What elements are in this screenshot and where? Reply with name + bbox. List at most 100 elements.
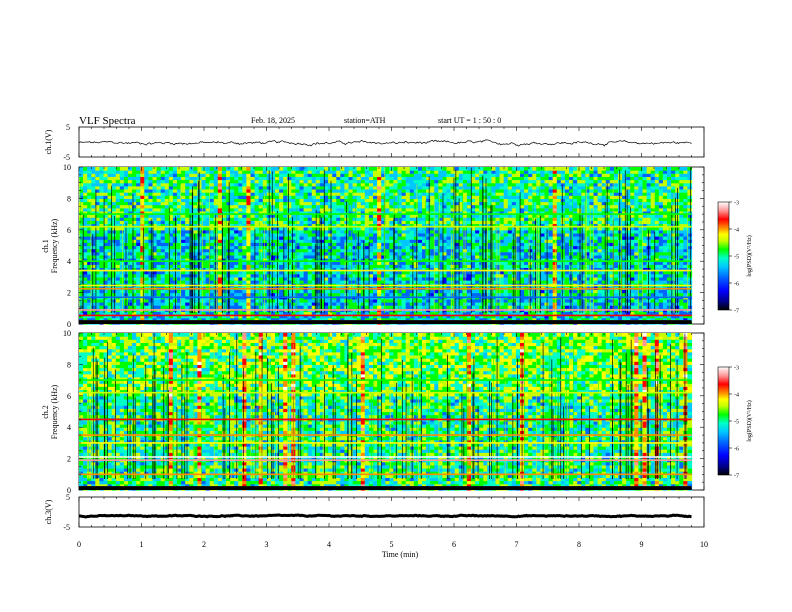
spectrogram-cell — [193, 289, 198, 294]
spectrogram-cell — [262, 258, 268, 262]
spectrogram-cell — [434, 267, 439, 272]
spectrogram-cell — [409, 173, 415, 177]
spectrogram-cell — [246, 251, 252, 256]
spectrogram-cell — [144, 232, 149, 237]
spectrogram-cell — [307, 273, 313, 278]
spectrogram-cell — [107, 261, 113, 265]
spectrogram-cell — [283, 270, 288, 275]
spectrogram-cell — [336, 239, 341, 243]
spectrogram-cell — [128, 176, 133, 181]
spectrogram-cell — [128, 298, 133, 303]
spectrogram-cell — [185, 314, 190, 319]
spectrogram-cell — [262, 185, 268, 190]
spectrogram-cell — [91, 248, 96, 253]
spectrogram-cell — [348, 242, 354, 247]
spectrogram-cell — [360, 176, 366, 181]
spectrogram-cell — [168, 248, 174, 253]
spectrogram-cell — [324, 270, 329, 275]
spectrogram-cell — [426, 251, 431, 256]
spectrogram-cell — [209, 198, 215, 203]
spectrogram-cell — [140, 311, 145, 316]
spectrogram-cell — [405, 254, 411, 259]
spectrogram-cell — [238, 201, 243, 206]
spectrogram-cell — [140, 179, 145, 184]
spectrogram-cell — [242, 311, 247, 316]
spectrogram-cell — [95, 204, 100, 209]
spectrogram-cell — [119, 276, 125, 281]
spectrogram-cell — [458, 314, 464, 319]
spectrogram-cell — [119, 305, 125, 309]
spectrogram-cell — [348, 179, 354, 184]
spectrogram-cell — [201, 270, 207, 275]
spectrogram-cell — [209, 248, 215, 253]
spectrogram-cell — [405, 311, 411, 316]
spectrogram-cell — [328, 185, 333, 190]
spectrogram-cell — [462, 167, 468, 171]
spectrogram-cell — [303, 211, 309, 215]
spectrogram-cell — [258, 276, 264, 281]
spectrogram-cell — [250, 267, 256, 272]
spectrogram-cell — [438, 217, 443, 221]
spectrogram-cell — [471, 261, 476, 265]
spectrogram-cell — [205, 276, 211, 281]
spectrogram-cell — [132, 223, 137, 228]
spectrogram-cell — [160, 189, 166, 193]
spectrogram-cell — [107, 229, 113, 234]
spectrogram-cell — [258, 182, 264, 187]
spectrogram-cell — [307, 317, 313, 322]
spectrogram-cell — [446, 195, 452, 199]
spectrogram-cell — [389, 236, 394, 240]
spectrogram-cell — [119, 179, 125, 184]
spectrogram-cell — [185, 176, 190, 181]
spectrogram-cell — [128, 207, 133, 212]
spectrogram-cell — [434, 226, 439, 231]
spectrogram-cell — [270, 289, 276, 294]
spectrogram-cell — [262, 254, 268, 259]
spectrogram-cell — [189, 182, 194, 187]
spectrogram-cell — [450, 302, 456, 306]
spectrogram-cell — [103, 245, 109, 250]
spectrogram-cell — [393, 239, 399, 243]
spectrogram-cell — [401, 170, 407, 174]
spectrogram-cell — [79, 226, 84, 231]
spectrogram-cell — [91, 229, 96, 234]
spectrogram-cell — [177, 261, 182, 265]
spectrogram-cell — [115, 229, 121, 234]
spectrogram-cell — [205, 232, 211, 237]
spectrogram-cell — [291, 276, 296, 281]
spectrogram-cell — [454, 239, 460, 243]
spectrogram-cell — [413, 195, 419, 199]
spectrogram-cell — [348, 317, 354, 322]
spectrogram-cell — [226, 189, 231, 193]
spectrogram-cell — [352, 182, 358, 187]
spectrogram-cell — [287, 214, 292, 218]
spectrogram-cell — [115, 248, 121, 253]
spectrogram-cell — [377, 189, 382, 193]
spectrogram-cell — [156, 236, 162, 240]
spectrogram-cell — [91, 201, 96, 206]
spectrogram-cell — [234, 248, 239, 253]
spectrogram-cell — [446, 289, 452, 294]
spectrogram-cell — [377, 314, 382, 319]
spectrogram-cell — [405, 264, 411, 268]
spectrogram-cell — [95, 214, 100, 218]
spectrogram-cell — [413, 229, 419, 234]
spectrogram-cell — [307, 254, 313, 259]
spectrogram-cell — [258, 270, 264, 275]
spectrogram-cell — [295, 280, 301, 284]
spectrogram-cell — [340, 292, 345, 297]
spectrogram-cell — [438, 254, 443, 259]
spectrogram-cell — [340, 207, 345, 212]
spectrogram-cell — [254, 201, 260, 206]
spectrogram-cell — [315, 214, 321, 218]
spectrogram-cell — [79, 251, 84, 256]
spectrogram-cell — [95, 201, 100, 206]
spectrogram-cell — [438, 182, 443, 187]
spectrogram-cell — [368, 207, 374, 212]
spectrogram-cell — [434, 211, 439, 215]
spectrogram-cell — [475, 226, 480, 231]
spectrogram-cell — [107, 317, 113, 322]
spectrogram-cell — [409, 182, 415, 187]
spectrogram-cell — [111, 217, 117, 221]
spectrogram-cell — [438, 314, 443, 319]
